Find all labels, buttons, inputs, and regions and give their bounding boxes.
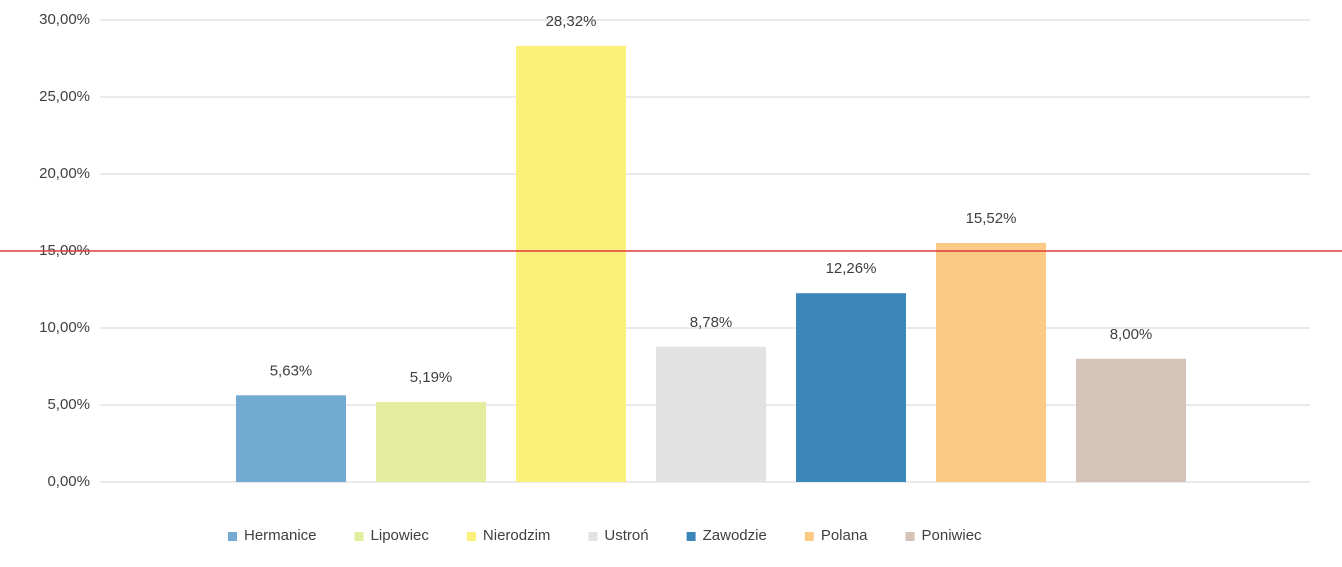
- y-tick-label: 20,00%: [39, 165, 90, 182]
- legend-marker: [804, 532, 814, 541]
- legend-label: Nierodzim: [483, 527, 551, 544]
- legend-label: Polana: [821, 527, 868, 544]
- legend-marker: [588, 532, 598, 541]
- bar: [936, 242, 1046, 482]
- legend-marker: [905, 532, 915, 541]
- y-tick-label: 5,00%: [47, 396, 90, 413]
- legend-label: Ustroń: [604, 527, 648, 544]
- data-label: 15,52%: [966, 210, 1017, 227]
- y-tick-label: 30,00%: [39, 11, 90, 28]
- y-tick-label: 10,00%: [39, 319, 90, 336]
- legend-marker: [686, 532, 696, 541]
- bar: [376, 402, 486, 482]
- y-tick-label: 0,00%: [47, 473, 90, 490]
- legend-marker: [466, 532, 476, 541]
- data-label: 5,63%: [270, 362, 313, 379]
- legend-marker: [354, 532, 364, 541]
- bar: [1076, 358, 1186, 482]
- bar: [656, 346, 766, 482]
- legend-label: Poniwiec: [922, 527, 983, 544]
- data-label: 28,32%: [546, 13, 597, 30]
- data-label: 8,00%: [1110, 326, 1153, 343]
- legend-label: Lipowiec: [371, 527, 430, 544]
- legend-label: Hermanice: [244, 527, 317, 544]
- legend-label: Zawodzie: [703, 527, 767, 544]
- bar: [796, 293, 906, 482]
- data-label: 5,19%: [410, 369, 453, 386]
- data-label: 8,78%: [690, 314, 733, 331]
- bar: [516, 45, 626, 482]
- data-label: 12,26%: [826, 260, 877, 277]
- legend-marker: [228, 532, 237, 541]
- bar: [236, 395, 346, 482]
- y-tick-label: 25,00%: [39, 88, 90, 105]
